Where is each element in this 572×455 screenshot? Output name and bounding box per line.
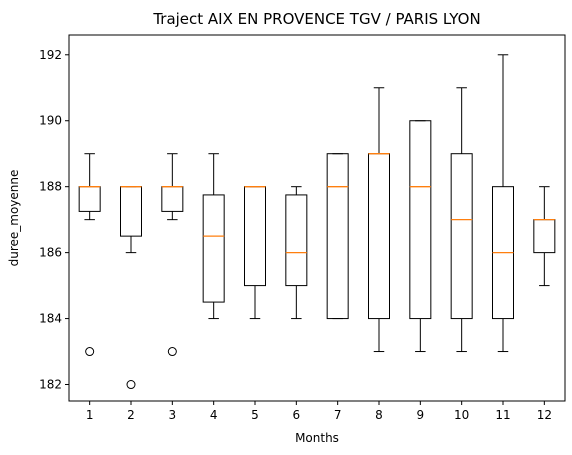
x-tick-label: 6	[293, 408, 301, 422]
x-tick-label: 5	[251, 408, 259, 422]
box-iqr	[368, 153, 390, 320]
outlier-point	[85, 347, 95, 357]
x-tick-label: 11	[495, 408, 510, 422]
box-iqr	[78, 186, 101, 212]
box-iqr	[285, 194, 308, 287]
box-iqr	[409, 120, 432, 320]
x-tick-label: 4	[210, 408, 218, 422]
outlier-point	[167, 347, 177, 357]
y-tick-label: 188	[39, 180, 62, 194]
x-tick-label: 2	[127, 408, 135, 422]
box-iqr	[244, 186, 266, 287]
plot-frame	[68, 34, 566, 402]
y-tick-label: 182	[39, 378, 62, 392]
y-tick-label: 190	[39, 114, 62, 128]
x-tick-label: 3	[169, 408, 177, 422]
x-tick-label: 12	[537, 408, 552, 422]
box-iqr	[326, 153, 349, 320]
y-tick-label: 184	[39, 312, 62, 326]
x-tick-label: 8	[375, 408, 383, 422]
x-tick-label: 1	[86, 408, 94, 422]
chart-title: Traject AIX EN PROVENCE TGV / PARIS LYON	[152, 10, 480, 28]
x-tick-label: 9	[417, 408, 425, 422]
box-iqr	[450, 153, 473, 320]
x-tick-label: 10	[454, 408, 469, 422]
box-iqr	[120, 186, 142, 237]
x-axis-label: Months	[295, 431, 339, 445]
outlier-point	[126, 380, 136, 390]
box-iqr	[202, 194, 225, 303]
box-iqr	[533, 219, 556, 254]
y-tick-label: 192	[39, 48, 62, 62]
box-iqr	[161, 186, 184, 212]
y-tick-label: 186	[39, 246, 62, 260]
y-axis-label: duree_moyenne	[7, 170, 21, 267]
x-tick-label: 7	[334, 408, 342, 422]
